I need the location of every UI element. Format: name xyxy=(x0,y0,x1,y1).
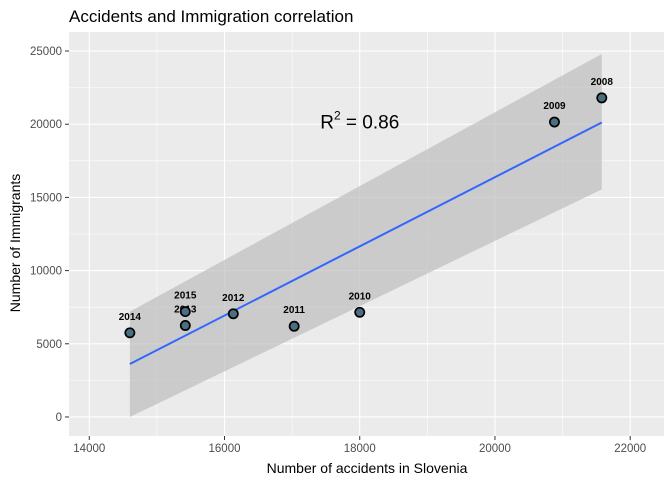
data-point xyxy=(549,116,560,128)
plot-panel: 20082009201020112012201320142015R2 = 0.8… xyxy=(69,32,664,436)
x-tick-label: 18000 xyxy=(344,443,376,455)
data-point xyxy=(179,306,191,318)
y-tick-label: 10000 xyxy=(30,266,62,278)
y-axis-title: Number of Immigrants xyxy=(7,174,23,312)
point-label: 2010 xyxy=(349,291,372,302)
point-label: 2009 xyxy=(543,101,566,112)
r-squared-annotation: R2 = 0.86 xyxy=(320,109,399,134)
r-squared-superscript: 2 xyxy=(334,109,341,123)
point-label: 2014 xyxy=(119,312,142,323)
y-tick-label: 5000 xyxy=(36,339,62,351)
r-squared-value: = 0.86 xyxy=(341,113,400,134)
y-tick-label: 15000 xyxy=(30,192,62,204)
trend-line xyxy=(129,121,603,365)
x-tick-label: 20000 xyxy=(479,443,511,455)
data-point xyxy=(354,306,366,318)
x-tick-label: 16000 xyxy=(209,443,241,455)
data-point xyxy=(179,320,191,331)
data-point xyxy=(227,308,239,320)
x-axis-ticks: 14000 16000 18000 20000 22000 xyxy=(73,436,646,455)
data-point xyxy=(288,320,300,332)
r-squared-base: R xyxy=(320,113,334,134)
point-label: 2008 xyxy=(591,77,614,88)
point-label: 2015 xyxy=(174,291,197,302)
x-axis-title: Number of accidents in Slovenia xyxy=(267,460,468,476)
point-label: 2012 xyxy=(222,293,245,304)
chart-title: Accidents and Immigration correlation xyxy=(69,7,353,26)
y-tick-label: 25000 xyxy=(30,46,62,58)
x-tick-label: 14000 xyxy=(73,443,105,455)
data-point xyxy=(596,92,608,104)
y-tick-label: 20000 xyxy=(30,119,62,131)
x-tick-label: 22000 xyxy=(614,443,646,455)
y-axis-ticks: 0 5000 10000 15000 20000 25000 xyxy=(30,46,69,424)
y-tick-label: 0 xyxy=(56,412,62,424)
data-point xyxy=(124,327,136,339)
point-label: 2011 xyxy=(283,305,305,316)
confidence-band xyxy=(129,53,602,417)
